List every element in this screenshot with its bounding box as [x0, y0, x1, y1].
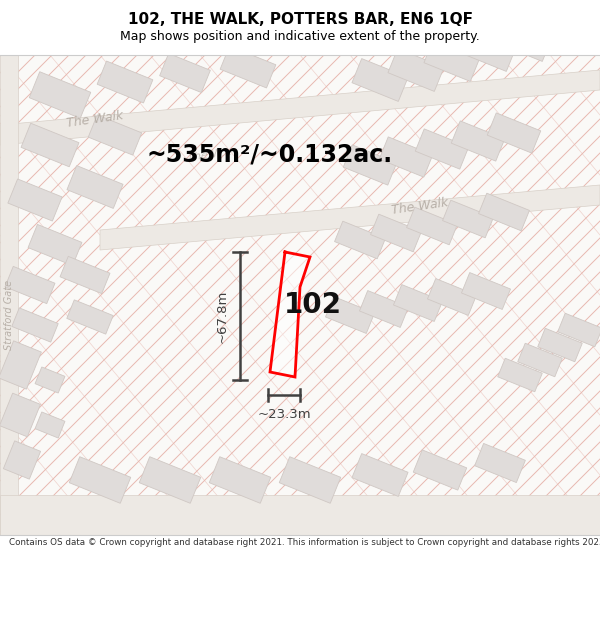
Text: ~535m²/~0.132ac.: ~535m²/~0.132ac.: [147, 143, 393, 167]
Bar: [69, 457, 131, 503]
Bar: [460, 29, 516, 71]
Bar: [427, 279, 476, 316]
Bar: [60, 256, 110, 294]
Text: ~67.8m: ~67.8m: [215, 289, 229, 342]
Bar: [475, 444, 526, 483]
Bar: [352, 59, 408, 101]
Bar: [394, 284, 443, 321]
Polygon shape: [0, 55, 18, 535]
Bar: [407, 207, 457, 245]
Bar: [335, 221, 385, 259]
Text: ~23.3m: ~23.3m: [257, 409, 311, 421]
Bar: [0, 341, 41, 389]
Bar: [4, 441, 41, 479]
Bar: [352, 454, 408, 496]
Bar: [359, 291, 409, 328]
Bar: [487, 113, 541, 153]
Bar: [8, 179, 62, 221]
Polygon shape: [100, 185, 600, 250]
Bar: [443, 200, 493, 238]
Bar: [21, 123, 79, 167]
Text: The W...: The W...: [187, 147, 233, 163]
Bar: [518, 343, 562, 377]
Text: Map shows position and indicative extent of the property.: Map shows position and indicative extent…: [120, 30, 480, 43]
Polygon shape: [0, 495, 600, 535]
Bar: [388, 49, 444, 91]
Bar: [496, 19, 552, 61]
Bar: [279, 457, 341, 503]
Bar: [424, 39, 480, 81]
Bar: [220, 46, 276, 88]
Bar: [325, 296, 374, 334]
Bar: [0, 393, 40, 437]
Bar: [558, 313, 600, 347]
Text: 102, THE WALK, POTTERS BAR, EN6 1QF: 102, THE WALK, POTTERS BAR, EN6 1QF: [128, 12, 473, 27]
Text: Contains OS data © Crown copyright and database right 2021. This information is : Contains OS data © Crown copyright and d…: [9, 538, 600, 547]
Text: The Walk: The Walk: [65, 109, 124, 131]
Bar: [461, 272, 511, 309]
Bar: [35, 367, 65, 393]
Bar: [29, 72, 91, 118]
Bar: [67, 166, 123, 208]
Bar: [371, 214, 421, 252]
Bar: [160, 54, 211, 92]
Bar: [379, 137, 433, 177]
Bar: [88, 115, 142, 155]
Bar: [139, 457, 201, 503]
Bar: [5, 266, 55, 304]
Bar: [35, 412, 65, 438]
Bar: [538, 328, 582, 362]
Bar: [343, 145, 397, 185]
Bar: [415, 129, 469, 169]
Text: The Walk: The Walk: [391, 197, 449, 217]
Text: 102: 102: [284, 291, 342, 319]
Bar: [12, 308, 58, 342]
Text: Stratford Gate: Stratford Gate: [4, 280, 14, 350]
Bar: [451, 121, 505, 161]
Polygon shape: [0, 70, 600, 145]
Polygon shape: [270, 252, 310, 377]
Bar: [532, 9, 588, 51]
Bar: [479, 193, 529, 231]
Bar: [498, 358, 542, 392]
Bar: [67, 300, 113, 334]
Bar: [97, 61, 153, 103]
Bar: [209, 457, 271, 503]
Bar: [413, 450, 467, 490]
Bar: [28, 224, 82, 266]
